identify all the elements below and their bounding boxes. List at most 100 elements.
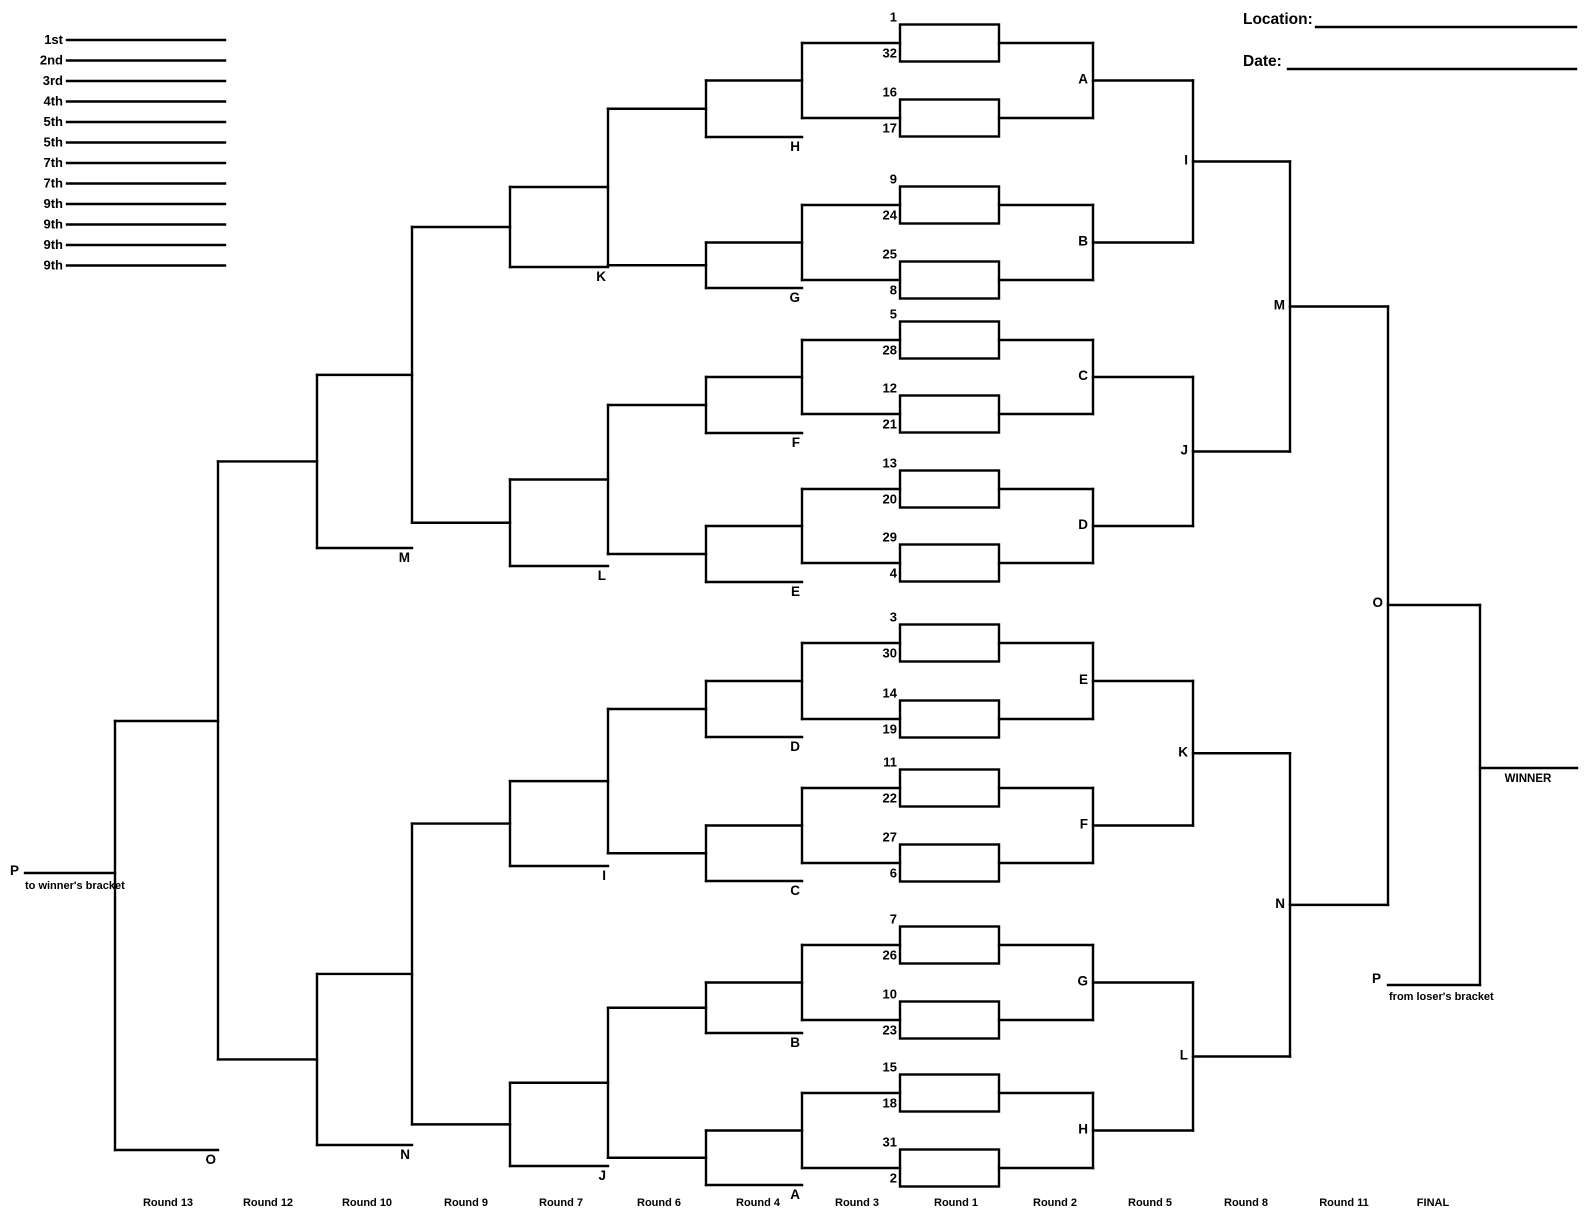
placement-label: 7th: [44, 155, 64, 170]
seed-number-bottom: 2: [890, 1171, 897, 1186]
header-fields: Location: Date:: [1243, 11, 1578, 71]
loser-drop-letter: F: [792, 435, 800, 450]
seed-number-top: 3: [890, 610, 897, 625]
placement-label: 5th: [44, 114, 64, 129]
round1-match-box: [898, 925, 1001, 965]
loser-drop-letter: M: [399, 550, 410, 565]
seed-number-top: 29: [883, 530, 897, 545]
round2-match-letter: E: [1079, 672, 1088, 687]
placement-list: 1st 2nd 3rd 4th 5th 5th 7th 7th 9th 9th 9th 9th: [40, 32, 227, 273]
round1-match-box: [898, 843, 1001, 883]
loser-drop-letter: O: [205, 1152, 216, 1167]
round1-match-box: [898, 23, 1001, 63]
placement-label: 7th: [44, 176, 64, 191]
round-label: Round 3: [835, 1197, 879, 1209]
loser-drop-letter: G: [789, 290, 800, 305]
loser-drop-letter: B: [790, 1035, 800, 1050]
round1-match-box: [898, 543, 1001, 583]
round5-match-letter: I: [1184, 153, 1188, 168]
round-label: Round 9: [444, 1197, 488, 1209]
round2-match-letter: G: [1077, 974, 1088, 989]
seed-number-top: 15: [883, 1060, 897, 1075]
loser-drop-letter: K: [596, 269, 606, 284]
seed-number-top: 13: [883, 456, 897, 471]
round-label: Round 1: [934, 1197, 978, 1209]
placement-label: 5th: [44, 135, 64, 150]
round-label: Round 6: [637, 1197, 681, 1209]
round2-match-letter: A: [1078, 72, 1088, 87]
round-label: Round 2: [1033, 1197, 1077, 1209]
seed-number-bottom: 17: [883, 121, 897, 136]
placement-label: 9th: [44, 258, 64, 273]
round-label: Round 12: [243, 1197, 293, 1209]
seed-number-bottom: 26: [883, 948, 897, 963]
bracket-lines: 1321617924258528122113202943301419112227…: [23, 10, 1579, 1202]
loser-exit-letter: P: [10, 863, 19, 878]
placement-label: 3rd: [43, 73, 63, 88]
round5-match-letter: J: [1180, 443, 1188, 458]
seed-number-bottom: 23: [883, 1023, 897, 1038]
round1-match-box: [898, 469, 1001, 509]
round5-match-letter: L: [1180, 1048, 1188, 1063]
placement-label: 2nd: [40, 53, 63, 68]
seed-number-top: 14: [883, 686, 898, 701]
date-label: Date:: [1243, 53, 1282, 70]
seed-number-bottom: 30: [883, 646, 897, 661]
seed-number-bottom: 19: [883, 722, 897, 737]
seed-number-bottom: 18: [883, 1096, 897, 1111]
seed-number-bottom: 8: [890, 283, 897, 298]
round-label: Round 8: [1224, 1197, 1268, 1209]
round1-match-box: [898, 1000, 1001, 1040]
seed-number-top: 7: [890, 912, 897, 927]
winner-label: WINNER: [1505, 773, 1552, 785]
final-entry-letter: P: [1372, 971, 1381, 986]
location-label: Location:: [1243, 11, 1313, 28]
seed-number-top: 1: [890, 10, 897, 25]
placement-label: 9th: [44, 196, 64, 211]
loser-drop-letter: D: [790, 739, 800, 754]
loser-drop-letter: J: [598, 1168, 606, 1183]
placement-label: 1st: [44, 32, 63, 47]
round2-match-letter: F: [1080, 817, 1088, 832]
seed-number-bottom: 20: [883, 492, 897, 507]
final-entry-caption: from loser's bracket: [1389, 991, 1494, 1003]
round1-match-box: [898, 185, 1001, 225]
loser-exit-caption: to winner's bracket: [25, 880, 125, 892]
loser-drop-letter: I: [602, 868, 606, 883]
final-area: WINNER P to winner's bracket P from lose…: [10, 773, 1552, 1003]
round1-match-box: [898, 394, 1001, 434]
seed-number-top: 12: [883, 381, 897, 396]
seed-number-bottom: 28: [883, 343, 897, 358]
loser-drop-letter: N: [400, 1147, 410, 1162]
placement-label: 4th: [44, 94, 64, 109]
round-label: Round 10: [342, 1197, 392, 1209]
placement-label: 9th: [44, 237, 64, 252]
round-label: Round 11: [1319, 1197, 1369, 1209]
seed-number-bottom: 21: [883, 417, 897, 432]
seed-number-bottom: 32: [883, 46, 897, 61]
round-label: FINAL: [1417, 1197, 1450, 1209]
placement-label: 9th: [44, 217, 64, 232]
round1-match-box: [898, 623, 1001, 663]
round2-match-letter: B: [1078, 234, 1088, 249]
loser-drop-letter: H: [790, 139, 800, 154]
seed-number-top: 9: [890, 172, 897, 187]
round-label: Round 4: [736, 1197, 781, 1209]
round2-match-letter: D: [1078, 517, 1088, 532]
loser-drop-letter: A: [790, 1187, 800, 1202]
seed-number-top: 16: [883, 85, 897, 100]
seed-number-top: 5: [890, 307, 897, 322]
seed-number-top: 31: [883, 1135, 897, 1150]
round2-match-letter: H: [1078, 1122, 1088, 1137]
loser-drop-letter: E: [791, 584, 800, 599]
round1-match-box: [898, 98, 1001, 138]
round5-match-letter: K: [1178, 744, 1188, 759]
seed-number-bottom: 22: [883, 791, 897, 806]
seed-number-top: 11: [883, 755, 897, 770]
round2-match-letter: C: [1078, 368, 1088, 383]
round1-match-box: [898, 1148, 1001, 1188]
round1-match-box: [898, 699, 1001, 739]
seed-number-bottom: 4: [890, 566, 898, 581]
